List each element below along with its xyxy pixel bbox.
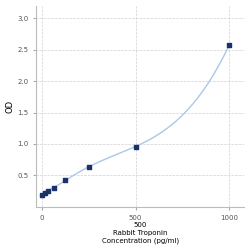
Y-axis label: OD: OD [6,100,15,113]
Point [52,186,56,190]
Point [228,42,232,46]
Point [134,144,138,148]
Point [43,191,47,195]
Point [63,178,67,182]
Point [87,165,91,169]
Point [40,192,44,196]
X-axis label: 500
Rabbit Troponin
Concentration (pg/ml): 500 Rabbit Troponin Concentration (pg/ml… [102,222,179,244]
Point [46,189,50,193]
